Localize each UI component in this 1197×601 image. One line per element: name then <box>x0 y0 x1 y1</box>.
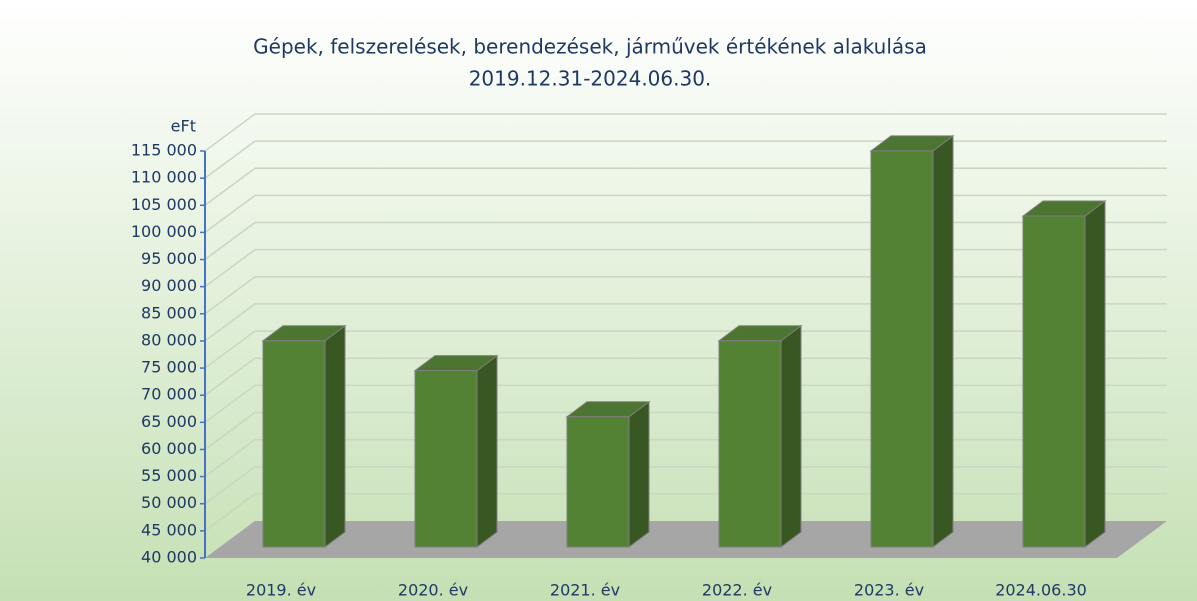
grid-line <box>204 140 1167 179</box>
grid-line <box>204 465 1167 505</box>
chart-subtitle: 2019.12.31-2024.06.30. <box>469 67 712 91</box>
y-tick-label: 75 000 <box>141 358 197 377</box>
y-tick-label: 85 000 <box>141 303 197 322</box>
bar <box>262 340 326 548</box>
x-tick-label: 2021. év <box>550 581 620 600</box>
bar-side <box>1084 199 1106 548</box>
grid-line <box>204 303 1167 342</box>
bar <box>1022 215 1086 548</box>
bar-side <box>780 324 802 548</box>
y-tick-label: 70 000 <box>141 385 197 404</box>
y-tick-label: 80 000 <box>141 330 197 349</box>
y-tick-label: 90 000 <box>141 276 197 295</box>
grid-line <box>204 384 1167 423</box>
chart-title: Gépek, felszerelések, berendezések, járm… <box>253 35 927 59</box>
x-tick-label: 2019. év <box>246 581 316 600</box>
bar-side <box>324 324 346 548</box>
y-axis-label: eFt <box>171 117 196 136</box>
grid-line <box>204 438 1167 478</box>
y-tick-label: 60 000 <box>141 439 197 458</box>
grid-line <box>204 248 1167 288</box>
grid-line <box>204 330 1167 369</box>
grid-line <box>204 167 1167 206</box>
grid-line <box>204 276 1167 315</box>
y-tick-label: 40 000 <box>141 548 197 567</box>
y-tick-label: 55 000 <box>141 466 197 485</box>
bar <box>718 340 782 548</box>
y-tick-label: 50 000 <box>141 493 197 512</box>
y-tick-label: 110 000 <box>131 168 197 187</box>
grid-line <box>204 221 1167 261</box>
bar-side <box>628 400 650 548</box>
bar-side <box>476 354 498 548</box>
grid-line <box>204 357 1167 396</box>
y-tick-label: 45 000 <box>141 520 197 539</box>
x-tick-label: 2022. év <box>702 581 772 600</box>
grid-line <box>204 194 1167 234</box>
x-tick-label: 2024.06.30 <box>995 581 1087 600</box>
x-tick-label: 2023. év <box>854 581 924 600</box>
x-tick-label: 2020. év <box>398 581 468 600</box>
bar-side <box>932 134 954 548</box>
y-tick-label: 105 000 <box>131 195 197 214</box>
y-tick-label: 95 000 <box>141 249 197 268</box>
y-tick-label: 115 000 <box>131 141 197 160</box>
y-tick-label: 65 000 <box>141 412 197 431</box>
bar <box>566 416 630 548</box>
y-tick-label: 100 000 <box>131 222 197 241</box>
grid-line <box>204 411 1167 451</box>
grid-line <box>204 493 1167 532</box>
bar <box>414 370 478 548</box>
bar <box>870 150 934 548</box>
grid-line <box>204 113 1167 152</box>
